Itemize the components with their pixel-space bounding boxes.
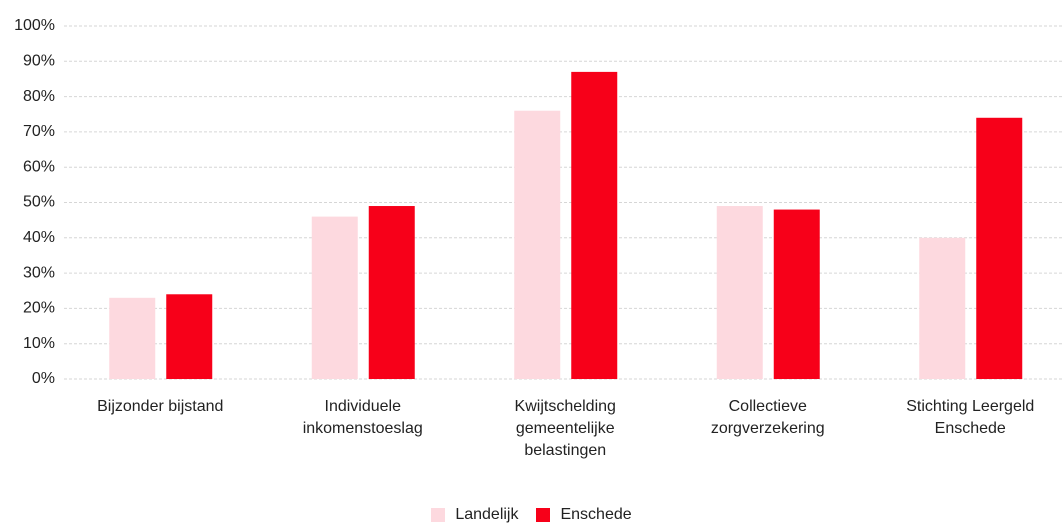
y-tick-label: 100% <box>14 17 55 34</box>
legend-swatch <box>536 508 551 522</box>
bar <box>716 206 763 379</box>
bar <box>311 216 358 379</box>
y-tick-label: 90% <box>23 53 55 70</box>
bar <box>571 71 618 379</box>
bar <box>514 110 561 379</box>
bar <box>976 117 1023 379</box>
y-tick-label: 0% <box>32 370 55 387</box>
legend-item: Enschede <box>536 506 632 524</box>
y-tick-label: 50% <box>23 194 55 211</box>
x-tick-label: Collectieve zorgverzekering <box>710 398 825 437</box>
legend-label: Enschede <box>560 506 632 523</box>
legend-item: Landelijk <box>431 506 518 524</box>
legend: Landelijk Enschede <box>0 506 1063 524</box>
legend-label: Landelijk <box>455 506 519 523</box>
legend-swatch <box>431 508 446 522</box>
x-tick-label: Stichting Leergeld Enschede <box>906 398 1035 437</box>
y-tick-label: 30% <box>23 264 55 281</box>
y-tick-label: 40% <box>23 229 55 246</box>
y-tick-label: 10% <box>23 335 55 352</box>
y-tick-label: 80% <box>23 88 55 105</box>
bar <box>773 209 820 379</box>
bar <box>166 294 213 379</box>
x-tick-label: Individuele inkomenstoeslag <box>302 398 423 437</box>
y-tick-label: 20% <box>23 300 55 317</box>
bar <box>919 237 966 379</box>
y-tick-label: 60% <box>23 158 55 175</box>
x-tick-label: Kwijtschelding gemeentelijke belastingen <box>514 398 616 459</box>
y-tick-label: 70% <box>23 123 55 140</box>
bar <box>109 297 156 379</box>
x-tick-label: Bijzonder bijstand <box>97 398 224 415</box>
bar <box>368 206 415 379</box>
